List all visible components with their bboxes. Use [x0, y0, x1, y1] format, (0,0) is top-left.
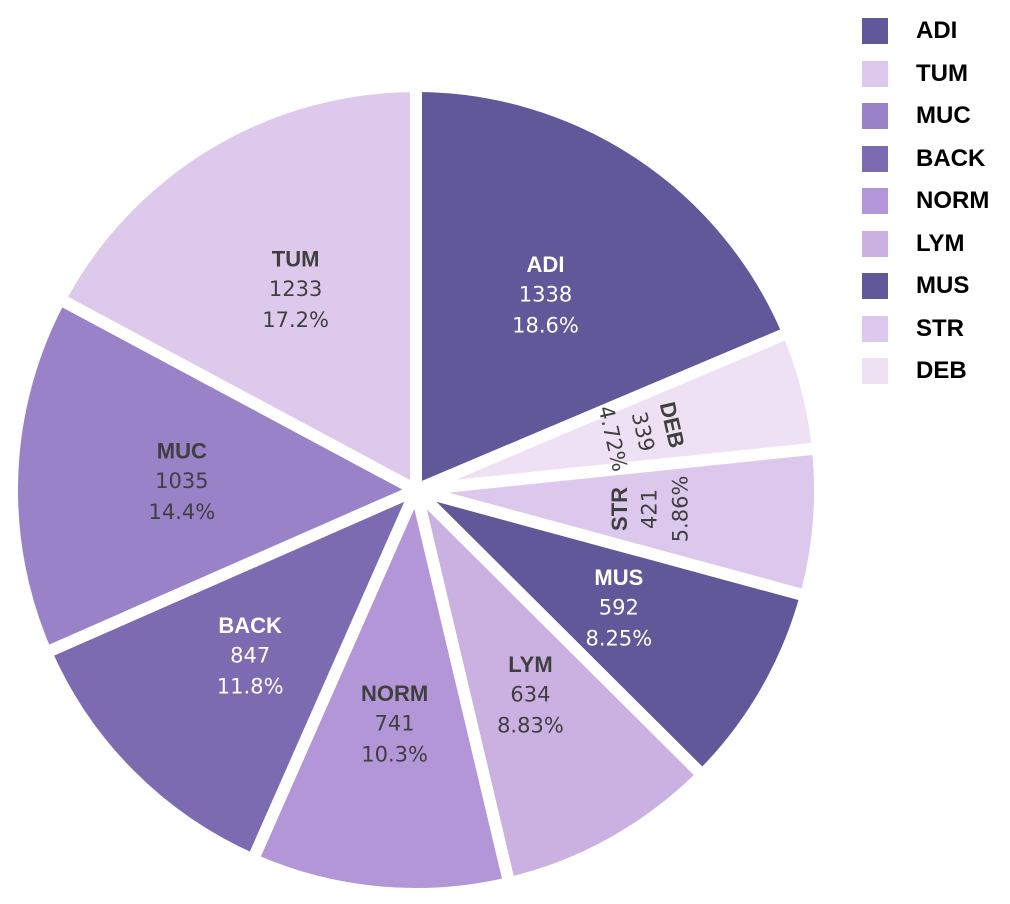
- slice-label-norm: NORM 741 10.3%: [361, 681, 428, 767]
- slice-label-str: STR 421 5.86%: [607, 476, 693, 543]
- legend-label: BACK: [916, 144, 986, 172]
- legend-swatch: [862, 60, 888, 87]
- slice-value: 1233: [269, 277, 322, 301]
- slice-label-muc: MUC 1035 14.4%: [148, 438, 215, 523]
- legend-item-norm: NORM: [862, 180, 989, 223]
- slice-value: 1338: [519, 283, 572, 307]
- legend-item-str: STR: [862, 308, 989, 351]
- slice-value: 634: [510, 682, 550, 706]
- legend-label: DEB: [916, 357, 967, 385]
- slice-label-adi: ADI 1338 18.6%: [512, 252, 579, 338]
- legend-swatch: [862, 358, 888, 385]
- slice-value: 421: [638, 489, 662, 529]
- slice-value: 592: [599, 595, 639, 619]
- slice-percent: 17.2%: [262, 308, 329, 332]
- legend-item-adi: ADI: [862, 10, 989, 53]
- legend-label: STR: [916, 314, 964, 342]
- slice-label: NORM: [361, 681, 428, 706]
- legend-swatch: [862, 103, 888, 130]
- slice-label-mus: MUS 592 8.25%: [585, 565, 652, 651]
- slice-label-lym: LYM 634 8.83%: [497, 652, 564, 738]
- pie-slice-mus: [410, 484, 812, 782]
- legend-swatch: [862, 188, 888, 215]
- legend-item-tum: TUM: [862, 53, 989, 96]
- slice-percent: 11.8%: [217, 675, 284, 699]
- slice-percent: 14.4%: [148, 500, 215, 524]
- slice-percent: 18.6%: [512, 314, 579, 338]
- legend-swatch: [862, 230, 888, 257]
- pie-slice-adi: [410, 80, 795, 496]
- pie-slice-tum: [53, 80, 422, 496]
- slice-label: MUS: [594, 565, 643, 590]
- legend-item-muc: MUC: [862, 95, 989, 138]
- legend-label: TUM: [916, 59, 968, 87]
- slice-label: BACK: [218, 613, 282, 638]
- legend-item-deb: DEB: [862, 350, 989, 393]
- pie-slices: [6, 80, 826, 900]
- pie-slice-back: [40, 484, 422, 866]
- slice-value: 847: [230, 644, 270, 668]
- slice-label: ADI: [527, 252, 565, 277]
- slice-label-tum: TUM 1233 17.2%: [262, 246, 329, 332]
- slice-label: MUC: [157, 438, 207, 463]
- legend-item-lym: LYM: [862, 223, 989, 266]
- legend-swatch: [862, 18, 888, 45]
- slice-value: 1035: [155, 469, 208, 493]
- legend: ADI TUM MUC BACK NORM LYM MUS STR DEB: [862, 10, 989, 393]
- legend-item-back: BACK: [862, 138, 989, 181]
- slice-percent: 10.3%: [361, 742, 428, 766]
- legend-label: MUC: [916, 102, 971, 130]
- legend-label: NORM: [916, 187, 990, 215]
- slice-label: TUM: [272, 246, 320, 271]
- legend-item-mus: MUS: [862, 265, 989, 308]
- legend-label: LYM: [916, 229, 965, 257]
- slice-percent: 8.25%: [585, 626, 652, 650]
- slice-value: 741: [375, 711, 415, 735]
- legend-swatch: [862, 273, 888, 300]
- legend-swatch: [862, 145, 888, 172]
- pie-slice-norm: [246, 484, 516, 900]
- legend-label: ADI: [916, 17, 958, 45]
- slice-percent: 5.86%: [669, 476, 693, 543]
- slice-label: STR: [607, 487, 632, 531]
- legend-label: MUS: [916, 272, 970, 300]
- slice-label-back: BACK 847 11.8%: [217, 613, 284, 699]
- slice-label: LYM: [508, 652, 552, 677]
- slice-percent: 8.83%: [497, 713, 564, 737]
- legend-swatch: [862, 315, 888, 342]
- pie-slice-muc: [6, 293, 422, 659]
